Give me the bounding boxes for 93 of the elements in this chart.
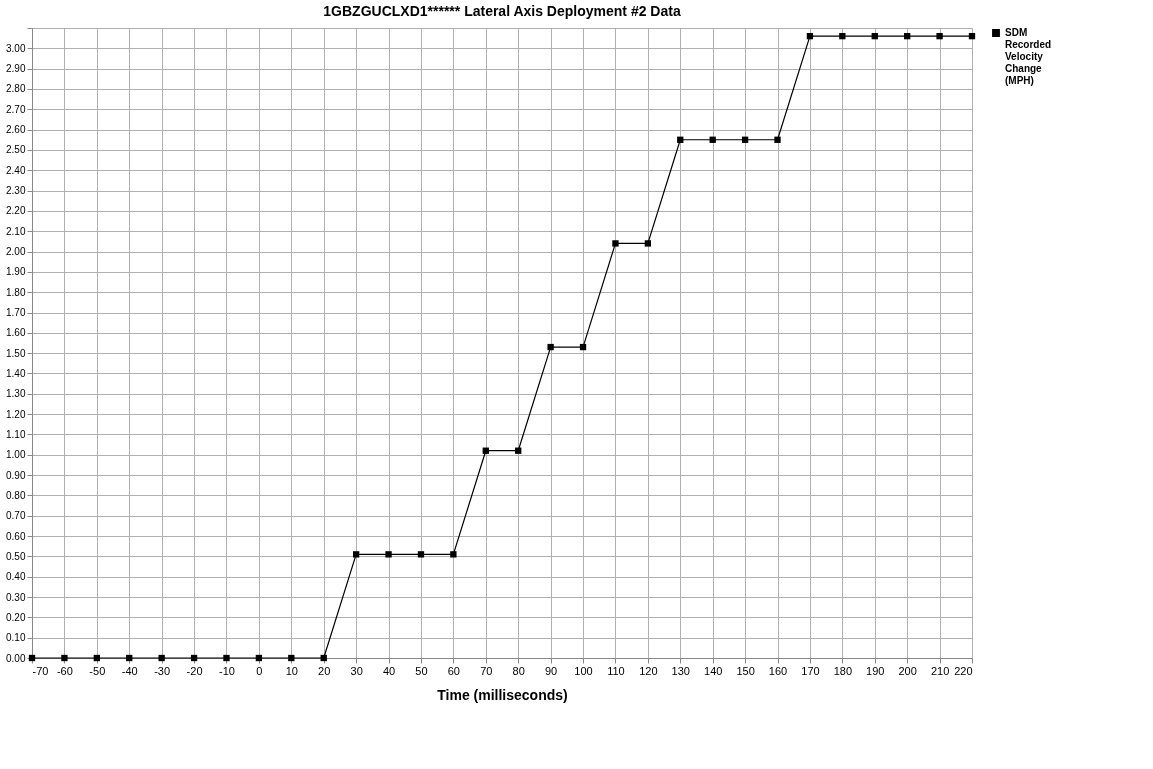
y-tick-label: 2.20: [6, 205, 26, 217]
y-tick-label: 2.50: [6, 144, 26, 156]
y-tick-label: 0.90: [6, 469, 26, 481]
y-tick-label: 2.00: [6, 246, 26, 258]
point: [288, 654, 295, 662]
y-tick-label: 1.90: [6, 266, 26, 278]
y-tick-label: 1.60: [6, 327, 26, 339]
legend-label: SDM Recorded Velocity Change (MPH): [1005, 27, 1052, 86]
y-tick-label: 2.60: [6, 124, 26, 136]
y-tick-label: 1.20: [6, 408, 26, 420]
x-tick-label: -20: [186, 664, 203, 677]
point: [352, 551, 360, 558]
point: [806, 32, 814, 40]
y-tick-label: 0.00: [6, 652, 26, 664]
y-tick-label: 0.10: [6, 632, 26, 644]
x-tick-label: -10: [219, 664, 235, 677]
y-tick-label: 0.60: [6, 530, 26, 542]
x-tick-label: 50: [415, 664, 428, 677]
y-tick-label: 3.00: [6, 42, 26, 54]
point: [547, 343, 554, 351]
y-tick-label: 0.80: [6, 489, 26, 501]
point: [320, 654, 327, 662]
x-tick-label: 0: [256, 664, 263, 677]
point: [709, 136, 716, 143]
x-tick-label: 60: [447, 664, 460, 677]
point: [741, 136, 749, 143]
y-tick-label: 1.80: [6, 286, 26, 298]
chart-title: 1GBZGUCLXD1****** Lateral Axis Deployment #2 Data: [323, 3, 681, 19]
x-tick-label: 210: [930, 664, 950, 677]
x-tick-label: -30: [154, 664, 171, 677]
y-tick-label: 2.80: [6, 83, 26, 95]
point: [93, 654, 100, 662]
point: [223, 654, 230, 662]
x-tick-label: -70: [32, 664, 49, 677]
point: [515, 447, 522, 454]
point: [190, 654, 198, 662]
x-tick-label: -50: [89, 664, 106, 677]
x-tick-label: 130: [671, 664, 690, 677]
x-tick-label: 160: [768, 664, 788, 677]
x-tick-label: 200: [898, 664, 917, 677]
y-tick-label: 1.10: [6, 428, 26, 440]
x-tick-label: -60: [56, 664, 73, 677]
x-tick-label: 100: [574, 664, 593, 677]
point: [871, 32, 878, 40]
x-tick-label: 140: [704, 664, 723, 677]
point: [126, 654, 133, 662]
y-tick-label: 2.40: [6, 164, 26, 176]
x-tick-label: 90: [545, 664, 558, 677]
x-tick-label: 180: [833, 664, 853, 677]
y-tick-label: 1.50: [6, 347, 26, 359]
y-tick-label: 1.40: [6, 367, 26, 379]
point: [612, 240, 619, 247]
x-tick-label: 220: [954, 664, 973, 677]
y-tick-label: 2.90: [6, 63, 26, 75]
point: [579, 343, 587, 351]
x-axis-title: Time (milliseconds): [437, 686, 568, 703]
point: [839, 32, 846, 40]
x-tick-label: 20: [318, 664, 331, 677]
x-tick-label: 30: [350, 664, 363, 677]
y-tick-label: 2.30: [6, 185, 26, 197]
point: [936, 32, 943, 40]
x-tick-label: 150: [736, 664, 755, 677]
y-tick-label: 0.40: [6, 571, 26, 583]
y-tick-label: 0.30: [6, 591, 26, 603]
point: [255, 654, 263, 662]
point: [904, 32, 911, 40]
point: [385, 551, 392, 558]
x-tick-label: 110: [607, 664, 625, 677]
point: [158, 654, 165, 662]
y-tick-label: 0.70: [6, 510, 26, 522]
y-tick-label: 1.00: [6, 449, 26, 461]
y-tick-label: 0.50: [6, 550, 26, 562]
x-tick-label: 40: [382, 664, 396, 677]
point: [482, 447, 489, 454]
x-tick-label: 10: [285, 664, 298, 677]
x-tick-label: 120: [639, 664, 658, 677]
x-tick-label: 70: [480, 664, 493, 677]
point: [968, 32, 976, 40]
y-tick-label: 2.70: [6, 103, 26, 115]
y-tick-label: 1.30: [6, 388, 26, 400]
x-tick-label: 170: [801, 664, 820, 677]
y-tick-label: 1.70: [6, 307, 26, 319]
point: [774, 136, 781, 143]
point: [417, 551, 425, 558]
y-tick-label: 0.20: [6, 611, 26, 623]
y-tick-label: 2.10: [6, 225, 26, 237]
point: [677, 136, 684, 143]
point: [450, 551, 457, 558]
point: [644, 240, 652, 247]
x-tick-label: -40: [121, 664, 138, 677]
x-tick-label: 190: [866, 664, 885, 677]
x-tick-label: 80: [512, 664, 525, 677]
point: [61, 654, 68, 662]
